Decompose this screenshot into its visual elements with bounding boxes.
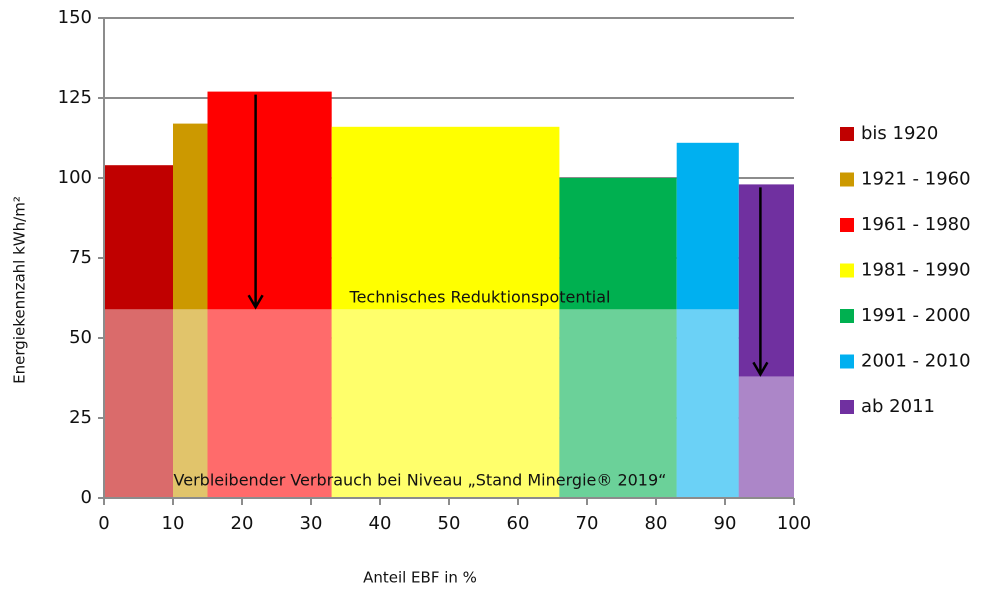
legend-label: 1991 - 2000 — [861, 305, 971, 326]
legend-label: bis 1920 — [861, 123, 938, 144]
x-axis-label: Anteil EBF in % — [363, 569, 477, 587]
x-tick-label: 90 — [714, 513, 737, 534]
remaining-overlay — [559, 309, 677, 498]
remaining-overlay — [738, 376, 794, 498]
remaining-overlay — [173, 309, 208, 498]
y-tick-label: 75 — [69, 247, 92, 268]
legend-label: ab 2011 — [861, 396, 935, 417]
bar — [104, 165, 173, 498]
reduction-arrow — [752, 187, 769, 377]
legend-swatch — [840, 218, 854, 232]
bar — [559, 178, 677, 498]
x-tick-label: 0 — [98, 513, 109, 534]
x-tick-label: 70 — [576, 513, 599, 534]
legend-label: 1961 - 1980 — [861, 214, 971, 235]
annotation: Technisches Reduktionspotential — [349, 288, 611, 307]
reduction-arrow — [247, 94, 264, 310]
y-tick-label: 50 — [69, 327, 92, 348]
remaining-overlay — [676, 309, 739, 498]
x-tick-label: 10 — [162, 513, 185, 534]
bar — [676, 142, 739, 499]
legend-label: 1921 - 1960 — [861, 169, 971, 190]
y-tick-label: 100 — [58, 167, 92, 188]
x-tick-label: 20 — [231, 513, 254, 534]
legend-swatch — [840, 400, 854, 414]
legend-swatch — [840, 263, 854, 278]
annotation: Verbleibender Verbrauch bei Niveau „Stan… — [174, 471, 667, 490]
x-tick-label: 60 — [507, 513, 530, 534]
remaining-overlay — [207, 309, 332, 498]
x-tick-label: 50 — [438, 513, 461, 534]
legend-label: 1981 - 1990 — [861, 260, 971, 281]
bar — [331, 126, 560, 499]
legend-label: 2001 - 2010 — [861, 351, 971, 372]
x-tick-label: 100 — [777, 513, 811, 534]
y-tick-label: 25 — [69, 407, 92, 428]
x-tick-label: 30 — [300, 513, 323, 534]
legend-swatch — [840, 309, 854, 323]
y-tick-label: 125 — [58, 87, 92, 108]
bar — [207, 91, 332, 498]
y-tick-label: 150 — [58, 7, 92, 28]
legend-swatch — [840, 172, 854, 187]
x-tick-label: 40 — [369, 513, 392, 534]
bar — [738, 184, 794, 498]
y-axis-label: Energiekennzahl kWh/m² — [11, 196, 29, 384]
legend-swatch — [840, 127, 854, 141]
bar — [173, 123, 208, 498]
remaining-overlay — [104, 309, 173, 498]
x-tick-label: 80 — [645, 513, 668, 534]
y-tick-label: 0 — [81, 487, 92, 508]
legend-swatch — [840, 354, 854, 369]
remaining-overlay — [331, 309, 560, 498]
